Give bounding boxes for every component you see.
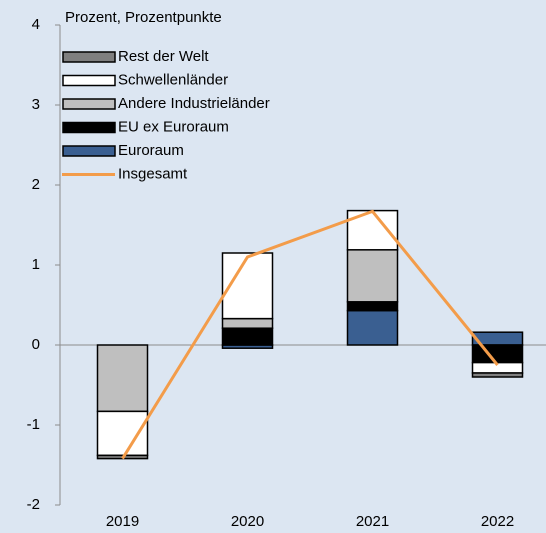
x-tick-label: 2021 (356, 513, 389, 530)
y-tick-label: 2 (32, 176, 40, 193)
bar-segment (346, 309, 399, 346)
bar-segment (221, 327, 274, 346)
y-tick-label: 0 (32, 336, 40, 353)
legend-swatch (62, 98, 116, 110)
legend-swatch (62, 51, 116, 63)
x-tick-label: 2019 (106, 513, 139, 530)
legend-swatch (62, 121, 116, 134)
x-tick-label: 2020 (231, 513, 264, 530)
legend-label: Insgesamt (118, 165, 188, 182)
legend-label: Rest der Welt (118, 48, 209, 65)
bar-segment (346, 249, 399, 303)
bar-segment (471, 344, 524, 364)
y-tick-label: 4 (32, 16, 40, 33)
bar-segment (471, 372, 524, 378)
legend-label: Euroraum (118, 142, 184, 159)
y-tick-label: -2 (27, 496, 40, 513)
bar-segment (96, 410, 149, 457)
legend-label: EU ex Euroraum (118, 118, 229, 135)
bar-segment (221, 317, 274, 329)
chart-title: Prozent, Prozentpunkte (65, 9, 222, 26)
legend-label: Schwellenländer (118, 71, 228, 88)
y-tick-label: -1 (27, 416, 40, 433)
legend-swatch (62, 74, 116, 87)
legend-swatch (62, 145, 116, 157)
y-tick-label: 3 (32, 96, 40, 113)
legend-label: Andere Industrieländer (118, 95, 270, 112)
y-tick-label: 1 (32, 256, 40, 273)
x-tick-label: 2022 (481, 513, 514, 530)
bar-segment (346, 301, 399, 312)
line (121, 209, 499, 460)
bar-segment (96, 344, 149, 413)
